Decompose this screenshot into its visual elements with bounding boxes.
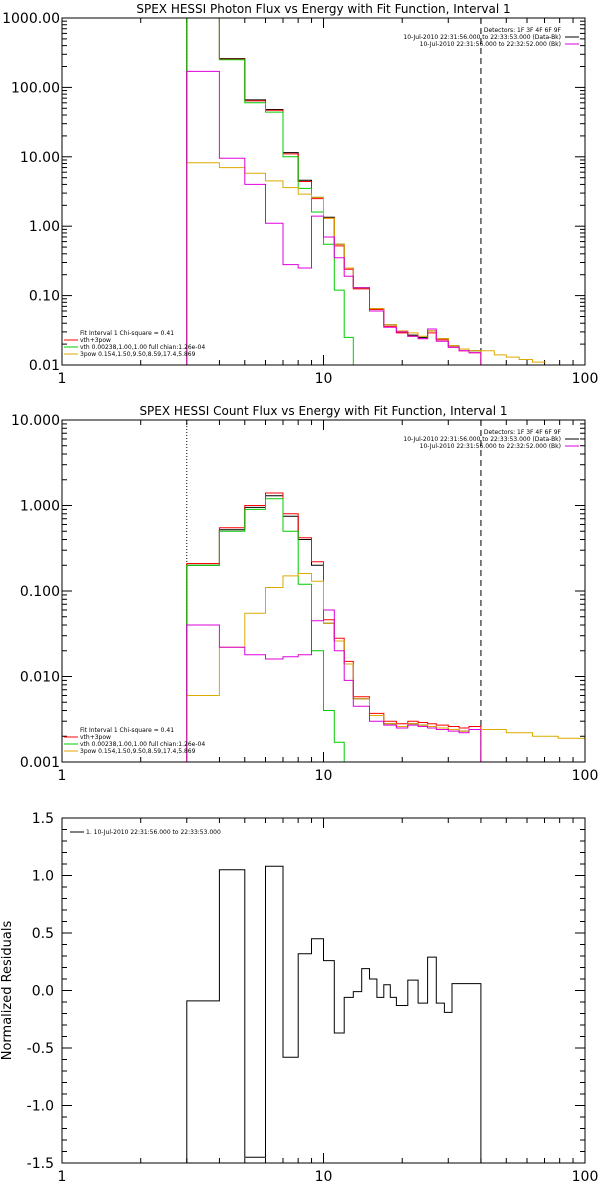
x-tick-label: 100 <box>572 768 599 784</box>
y-tick-label: 0.01 <box>29 358 60 374</box>
y-tick-label: 1.00 <box>29 219 60 235</box>
series-extension <box>480 350 547 363</box>
plot-data <box>186 492 585 762</box>
chart-title: SPEX HESSI Count Flux vs Energy with Fit… <box>139 404 507 418</box>
y-tick-label: 0.001 <box>20 755 60 771</box>
series-1-10-jul-2010-22-31-56-000-to-22-33-53-000 <box>186 865 482 1163</box>
x-tick-label: 100 <box>572 371 599 387</box>
legend-topright-text: 10-Jul-2010 22:31:56.000 to 22:32:52.000… <box>420 443 561 450</box>
series-data <box>186 18 482 365</box>
chart-panel-2: SPEX HESSI Count Flux vs Energy with Fit… <box>11 404 598 784</box>
y-tick-label: 10.000 <box>11 413 60 429</box>
legend-topright-text: Detectors: 1F 3F 4F 6F 9F <box>484 429 562 436</box>
y-tick-label: 10.00 <box>20 150 60 166</box>
series-bk <box>186 70 482 365</box>
series-vth-3pow <box>186 492 482 762</box>
y-tick-label: 0.100 <box>20 584 60 600</box>
legend-topright-text: Detectors: 1F 3F 4F 6F 9F <box>484 27 562 34</box>
x-tick-label: 1 <box>58 768 67 784</box>
legend-bottomleft-text: 3pow 0.154,1.50,9.50,8.59,17.4,5.869 <box>80 351 196 358</box>
chart-panel-1: SPEX HESSI Photon Flux vs Energy with Fi… <box>2 2 598 387</box>
y-tick-label: 1000.00 <box>2 11 60 27</box>
chart-panel-3: Normalized Residuals 1 10 100 -1.5 -1.0 -0.5 0.… <box>0 811 598 1185</box>
plot-frame <box>61 817 586 1164</box>
legend-topright-text: 10-Jul-2010 22:31:56.000 to 22:33:53.000… <box>403 34 561 41</box>
plot-data <box>186 865 482 1163</box>
y-tick-label: 1.000 <box>20 499 60 515</box>
plot-data <box>186 18 547 365</box>
legend-bottomleft-text: Fit Interval 1 Chi-square = 0.41 <box>80 330 174 337</box>
legend-bottomleft-text: 3pow 0.154,1.50,9.50,8.59,17.4,5.869 <box>80 748 196 755</box>
series-vth-3pow <box>186 18 482 365</box>
series-vth <box>186 18 370 365</box>
y-tick-label: -1.5 <box>27 1156 54 1172</box>
y-tick-label: 100.00 <box>11 80 60 96</box>
chart-title: SPEX HESSI Photon Flux vs Energy with Fi… <box>136 2 510 16</box>
legend-bottomleft-text: vth 0.00238,1.00,1.00 full chian:1.26e-0… <box>80 344 205 351</box>
legend-bottomleft-text: vth 0.00238,1.00,1.00 full chian:1.26e-0… <box>80 741 205 748</box>
legend-topright-text: 10-Jul-2010 22:31:56.000 to 22:33:53.000… <box>403 436 561 443</box>
x-tick-label: 1 <box>58 371 67 387</box>
series-vth <box>186 498 354 762</box>
y-tick-label: -1.0 <box>27 1099 54 1115</box>
series-bk <box>186 609 482 762</box>
legend-bottomleft-text: vth+3pow <box>80 337 111 344</box>
x-tick-label: 10 <box>315 768 333 784</box>
legend-bottomleft-text: vth+3pow <box>80 734 111 741</box>
y-tick-label: 0.5 <box>32 926 54 942</box>
y-tick-label: 1.0 <box>32 869 54 885</box>
y-tick-label: -0.5 <box>27 1041 54 1057</box>
y-tick-label: 1.5 <box>32 811 54 827</box>
legend-topright-text: 10-Jul-2010 22:31:56.000 to 22:32:52.000… <box>420 41 561 48</box>
legend-bottomleft-text: Fit Interval 1 Chi-square = 0.41 <box>80 727 174 734</box>
series-3pow <box>186 573 482 762</box>
x-tick-label: 10 <box>315 371 333 387</box>
x-tick-label: 1 <box>58 1169 67 1185</box>
y-tick-label: 0.10 <box>29 289 60 305</box>
x-tick-label: 10 <box>315 1169 333 1185</box>
legend-topleft-text: 1. 10-Jul-2010 22:31:56.000 to 22:33:53.… <box>86 829 221 836</box>
plot-frame <box>61 419 586 763</box>
series-extension <box>480 729 585 739</box>
y-axis-label: Normalized Residuals <box>0 921 15 1061</box>
plot-frame <box>61 17 586 366</box>
x-tick-label: 100 <box>572 1169 599 1185</box>
y-tick-label: 0.010 <box>20 670 60 686</box>
y-tick-label: 0.0 <box>32 984 54 1000</box>
